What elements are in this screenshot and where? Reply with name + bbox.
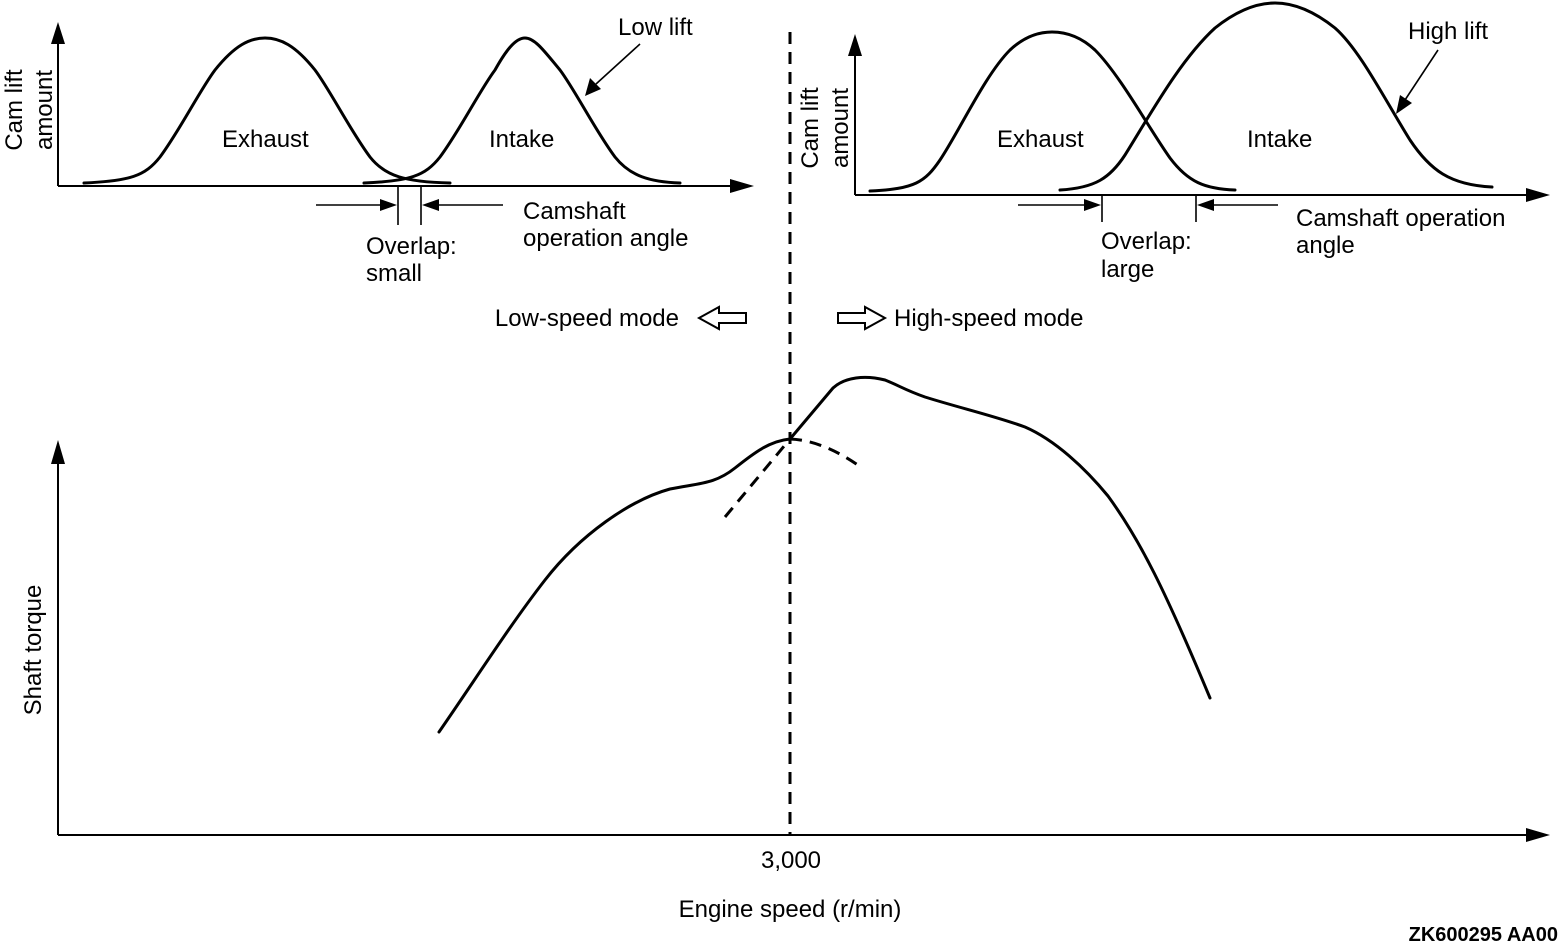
low-intake-label: Intake	[489, 126, 554, 153]
low-overlap-label-line1: Overlap:	[366, 233, 457, 260]
low-speed-torque-continuation	[789, 437, 863, 470]
high-speed-mode-arrow-icon	[837, 305, 888, 331]
torque-y-label-text: Shaft torque	[20, 585, 47, 716]
torque-y-axis-arrowhead	[51, 440, 65, 464]
high-lift-pointer-line	[1404, 49, 1439, 101]
low-y-label-line2: amount	[31, 70, 58, 150]
low-intake-curve	[362, 36, 682, 185]
high-y-axis-arrowhead	[848, 34, 862, 56]
low-speed-mode-label: Low-speed mode	[495, 305, 679, 332]
low-lift-pointer-arrowhead	[585, 78, 601, 96]
high-exhaust-curve	[868, 30, 1237, 193]
high-lift-label: High lift	[1408, 18, 1488, 45]
high-angle-label-line2: angle	[1296, 232, 1355, 259]
high-intake-label: Intake	[1247, 126, 1312, 153]
high-overlap-label-line2: large	[1101, 256, 1154, 283]
low-overlap-arrow-left-head	[380, 199, 397, 211]
low-angle-label-line1: Camshaft	[523, 198, 626, 225]
high-y-label-line2: amount	[827, 88, 854, 168]
low-y-axis-arrowhead	[51, 22, 65, 44]
low-exhaust-label: Exhaust	[222, 126, 309, 153]
low-speed-mode-arrow-icon	[696, 305, 747, 331]
high-lift-panel: Exhaust Intake High lift Cam lift amount…	[797, 1, 1550, 283]
high-y-label-line1: Cam lift	[797, 87, 824, 169]
high-overlap-arrow-left-head	[1084, 199, 1101, 211]
torque-x-axis-arrowhead	[1526, 828, 1550, 842]
low-lift-pointer-line	[595, 43, 641, 85]
high-y-label: Cam lift amount	[797, 87, 854, 169]
high-speed-torque-lead-in	[723, 438, 792, 518]
low-speed-torque-curve	[437, 437, 792, 734]
low-x-axis-arrowhead	[730, 179, 754, 193]
torque-chart: Shaft torque 3,000 Engine speed (r/min)	[20, 375, 1550, 923]
torque-x-tick-3000: 3,000	[761, 847, 821, 874]
high-speed-torque-curve	[788, 375, 1212, 700]
low-angle-label-line2: operation angle	[523, 225, 688, 252]
low-exhaust-curve	[82, 36, 452, 185]
low-overlap-arrow-right-head	[422, 199, 439, 211]
high-exhaust-label: Exhaust	[997, 126, 1084, 153]
torque-x-label: Engine speed (r/min)	[679, 896, 902, 923]
high-lift-pointer-arrowhead	[1396, 95, 1412, 114]
mode-labels: Low-speed mode High-speed mode	[495, 305, 1084, 332]
high-angle-label-line1: Camshaft operation	[1296, 205, 1505, 232]
low-lift-panel: Exhaust Intake Low lift Cam lift amount …	[1, 14, 754, 287]
low-y-label: Cam lift amount	[1, 69, 58, 151]
high-overlap-label-line1: Overlap:	[1101, 228, 1192, 255]
low-overlap-label-line2: small	[366, 260, 422, 287]
torque-y-label: Shaft torque	[20, 585, 47, 716]
low-y-label-line1: Cam lift	[1, 69, 28, 151]
high-overlap-arrow-right-head	[1197, 199, 1214, 211]
high-speed-mode-label: High-speed mode	[894, 305, 1083, 332]
high-x-axis-arrowhead	[1526, 188, 1550, 202]
figure-code: ZK600295 AA00	[1409, 924, 1558, 946]
low-lift-label: Low lift	[618, 14, 693, 41]
high-intake-curve	[1058, 1, 1494, 192]
